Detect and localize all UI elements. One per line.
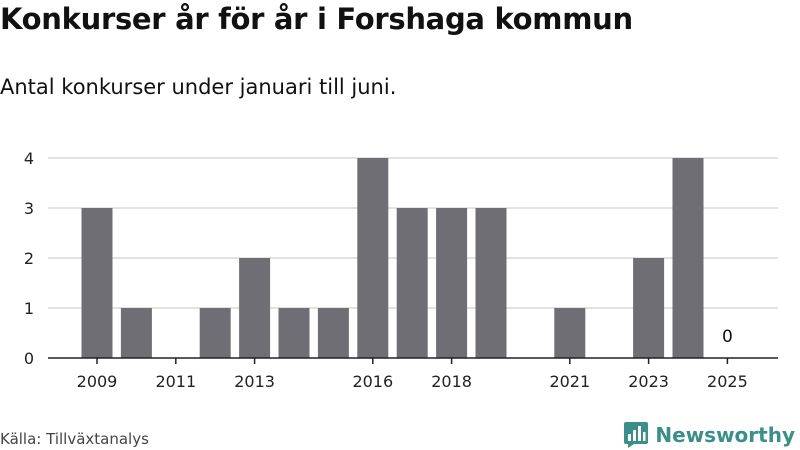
brand-logo: Newsworthy [623, 421, 795, 449]
bar-2023 [633, 258, 665, 358]
bar-chart-speech-bubble-icon [624, 422, 649, 448]
bar-2010 [120, 308, 152, 358]
x-tick-label: 2025 [707, 372, 748, 391]
x-tick-label: 2009 [77, 372, 118, 391]
bar-2021 [554, 308, 586, 358]
y-tick-label: 4 [24, 149, 34, 168]
x-tick-label: 2011 [155, 372, 196, 391]
bar-2017 [396, 208, 428, 358]
data-label-2025: 0 [722, 327, 733, 347]
bar-2009 [81, 208, 113, 358]
bar-2014 [278, 308, 310, 358]
y-tick-label: 1 [24, 299, 34, 318]
bar-2013 [239, 258, 271, 358]
x-tick-label: 2016 [352, 372, 393, 391]
y-tick-label: 0 [24, 349, 34, 368]
y-tick-label: 2 [24, 249, 34, 268]
bar-2018 [436, 208, 468, 358]
chart-title: Konkurser år för år i Forshaga kommun [0, 2, 633, 36]
x-tick-label: 2013 [234, 372, 275, 391]
x-tick-label: 2021 [549, 372, 590, 391]
bar-2012 [199, 308, 231, 358]
y-tick-label: 3 [24, 199, 34, 218]
bar-2016 [357, 158, 389, 358]
chart-subtitle: Antal konkurser under januari till juni. [0, 75, 397, 99]
bar-2019 [475, 208, 507, 358]
source-note: Källa: Tillväxtanalys [0, 430, 149, 448]
brand-name: Newsworthy [655, 423, 795, 447]
x-tick-label: 2023 [628, 372, 669, 391]
x-tick-label: 2018 [431, 372, 472, 391]
bar-2015 [317, 308, 349, 358]
bar-2024 [672, 158, 704, 358]
